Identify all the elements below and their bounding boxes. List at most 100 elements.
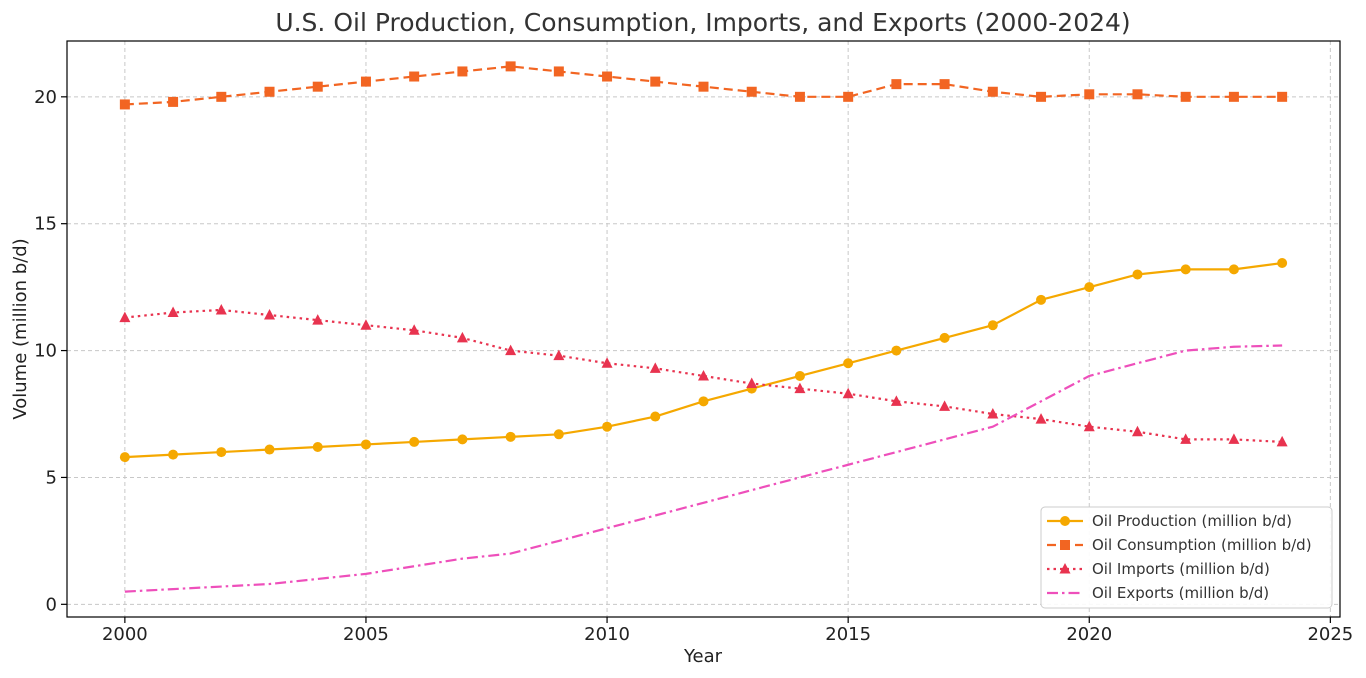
y-tick-label: 5 [46, 467, 57, 488]
x-tick-label: 2020 [1066, 624, 1112, 645]
data-point [1131, 425, 1143, 437]
x-tick-label: 2015 [825, 624, 871, 645]
data-point [264, 444, 275, 455]
data-point [505, 431, 516, 442]
data-point [987, 320, 998, 331]
data-point [1180, 91, 1191, 102]
axis-ticks: 2000 2005 2010 2015 2020 2025 0 5 10 15 20 [34, 87, 1353, 645]
data-point [746, 377, 758, 389]
x-tick-label: 2025 [1307, 624, 1353, 645]
data-point [602, 71, 613, 82]
series-3 [124, 344, 1283, 593]
data-point [264, 86, 275, 97]
data-point [360, 76, 371, 87]
legend-label: Oil Imports (million b/d) [1092, 560, 1270, 578]
data-point [794, 91, 805, 102]
series-layer [119, 61, 1288, 593]
data-point [891, 345, 902, 356]
data-point [1132, 269, 1143, 280]
data-point [1035, 413, 1047, 424]
data-point [794, 382, 806, 394]
data-point [939, 332, 950, 343]
legend-frame [1040, 506, 1333, 609]
data-point [843, 358, 854, 369]
data-point [216, 447, 227, 458]
data-point [456, 331, 468, 343]
data-point [842, 387, 854, 399]
data-point [119, 99, 130, 110]
data-point [987, 86, 998, 97]
data-point [360, 319, 372, 330]
legend-label: Oil Exports (million b/d) [1092, 584, 1269, 602]
data-point [746, 86, 757, 97]
data-point [1277, 258, 1288, 269]
legend-label: Oil Production (million b/d) [1092, 512, 1292, 530]
x-tick-label: 2000 [102, 624, 148, 645]
x-axis-label: Year [683, 646, 723, 667]
legend-item-0: Oil Production (million b/d) [1047, 512, 1292, 530]
data-point [168, 449, 179, 460]
legend-item-1: Oil Consumption (million b/d) [1047, 536, 1312, 554]
data-point [698, 396, 709, 407]
data-point [409, 71, 420, 82]
data-point [1228, 433, 1240, 444]
data-point [457, 66, 468, 77]
legend: Oil Production (million b/d) Oil Consumpt… [1040, 506, 1333, 609]
y-tick-label: 20 [34, 87, 57, 108]
data-point [360, 439, 371, 450]
x-tick-label: 2005 [343, 624, 389, 645]
legend-marker [1059, 563, 1071, 574]
legend-marker [1060, 516, 1070, 526]
data-point [215, 303, 227, 315]
data-point [505, 61, 516, 72]
y-tick-label: 15 [34, 214, 57, 235]
series-0 [119, 258, 1288, 463]
data-point [264, 309, 276, 320]
data-point [553, 349, 565, 361]
data-point [312, 81, 323, 92]
legend-item-2: Oil Imports (million b/d) [1047, 560, 1270, 578]
data-point [1083, 420, 1095, 432]
data-point [409, 436, 420, 447]
data-point [602, 421, 613, 432]
chart-title: U.S. Oil Production, Consumption, Import… [275, 8, 1130, 37]
data-point [1084, 282, 1095, 293]
data-point [698, 81, 709, 92]
data-point [216, 91, 227, 102]
data-point [843, 91, 854, 102]
data-point [794, 370, 805, 381]
y-tick-label: 10 [34, 341, 57, 362]
data-point [890, 395, 902, 406]
data-point [649, 362, 661, 373]
data-point [1084, 89, 1095, 100]
plot-area-frame [66, 40, 1341, 618]
data-point [1180, 433, 1192, 444]
x-tick-label: 2010 [584, 624, 630, 645]
data-point [553, 66, 564, 77]
series-2 [119, 303, 1288, 447]
data-point [457, 434, 468, 445]
data-point [1228, 91, 1239, 102]
y-tick-label: 0 [46, 594, 57, 615]
legend-item-3: Oil Exports (million b/d) [1047, 584, 1269, 602]
data-point [408, 324, 420, 335]
data-point [650, 411, 661, 422]
series-line [124, 344, 1283, 593]
data-point [698, 369, 709, 381]
data-point [939, 400, 951, 411]
legend-label: Oil Consumption (million b/d) [1092, 536, 1312, 554]
data-point [1036, 91, 1047, 102]
data-point [505, 344, 517, 356]
y-axis-label: Volume (million b/d) [10, 238, 31, 419]
data-point [1132, 89, 1143, 100]
data-point [1036, 294, 1047, 305]
data-point [987, 408, 999, 419]
data-point [601, 357, 613, 368]
legend-marker [1060, 540, 1070, 550]
data-point [1276, 435, 1288, 447]
data-point [1180, 264, 1191, 275]
data-point [119, 452, 130, 463]
series-1 [119, 61, 1288, 110]
data-point [168, 96, 179, 107]
